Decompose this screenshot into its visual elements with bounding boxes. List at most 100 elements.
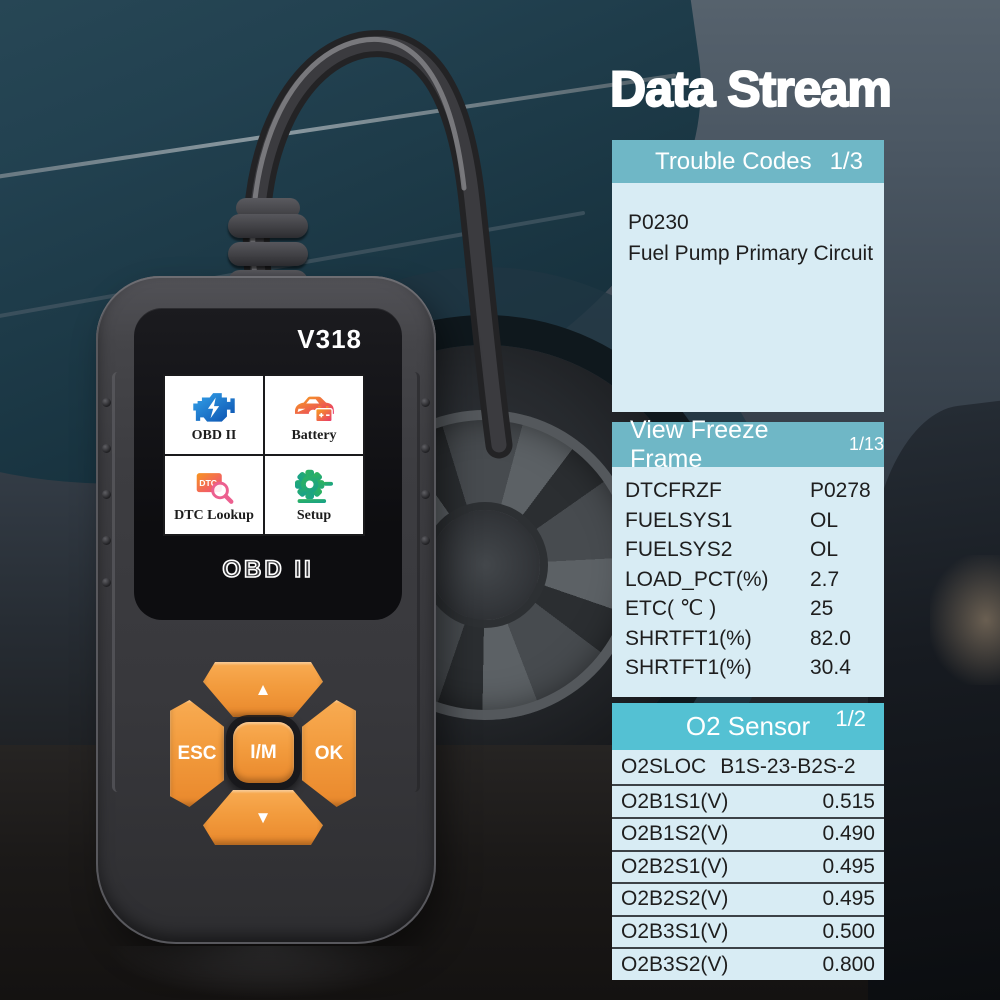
parameter-value: 0.515 bbox=[822, 789, 875, 813]
panel-body: DTCFRZF P0278 FUELSYS1 OL FUELSYS2 OL LO… bbox=[612, 467, 884, 697]
parameter-value: 0.495 bbox=[822, 854, 875, 878]
menu-item-label: Setup bbox=[296, 508, 332, 523]
device-keypad: ▲ ESC I/M OK ▼ bbox=[150, 650, 380, 855]
down-arrow-icon: ▼ bbox=[254, 808, 272, 827]
parameter-value: OL bbox=[810, 508, 839, 532]
parameter-value: B1S-23-B2S-2 bbox=[720, 755, 856, 779]
data-row: O2B2S1(V) 0.495 bbox=[612, 849, 884, 883]
side-bump bbox=[102, 444, 111, 453]
car-wheel-hub bbox=[430, 510, 540, 620]
obd-scanner-device: V318 OBD II bbox=[96, 276, 436, 944]
parameter-value: 0.495 bbox=[822, 887, 875, 911]
parameter-label: LOAD_PCT(%) bbox=[625, 567, 769, 591]
panel-header: Trouble Codes 1/3 bbox=[612, 140, 884, 183]
parameter-value: P0278 bbox=[810, 479, 871, 502]
screen-bezel: V318 OBD II bbox=[134, 308, 402, 620]
side-bump bbox=[102, 398, 111, 407]
data-row: SHRTFT1(%) 30.4 bbox=[612, 653, 884, 683]
data-row: LOAD_PCT(%) 2.7 bbox=[612, 565, 884, 595]
parameter-label: O2SLOC bbox=[621, 755, 707, 779]
gear-icon bbox=[295, 469, 333, 503]
menu-item-label: Battery bbox=[291, 428, 337, 443]
menu-item-label: OBD II bbox=[191, 428, 237, 443]
parameter-value: 82.0 bbox=[810, 626, 851, 650]
obdii-logo: OBD II bbox=[222, 555, 314, 584]
menu-item-setup: Setup bbox=[265, 456, 363, 534]
up-button: ▲ bbox=[203, 662, 323, 717]
parameter-value: 0.500 bbox=[822, 920, 875, 944]
device-reflection bbox=[110, 946, 422, 998]
menu-item-label: DTC Lookup bbox=[174, 508, 254, 523]
parameter-label: O2B3S2(V) bbox=[621, 952, 729, 976]
menu-item-dtc-lookup: DTC DTC Lookup bbox=[165, 456, 263, 534]
side-bump bbox=[102, 490, 111, 499]
device-screen: OBD II Battery bbox=[163, 374, 365, 536]
trouble-codes-panel: Trouble Codes 1/3 P0230 Fuel Pump Primar… bbox=[612, 140, 884, 412]
side-bump bbox=[421, 444, 430, 453]
data-row: ETC( ℃ ) 25 bbox=[612, 594, 884, 624]
parameter-label: SHRTFT1(%) bbox=[625, 656, 752, 679]
sand-patch bbox=[930, 555, 1000, 685]
data-row: FUELSYS2 OL bbox=[612, 535, 884, 565]
parameter-value: 30.4 bbox=[810, 656, 851, 679]
page-indicator: 1/13 bbox=[848, 434, 884, 454]
parameter-label: SHRTFT1(%) bbox=[625, 626, 752, 650]
side-bump bbox=[421, 536, 430, 545]
dtc-description: Fuel Pump Primary Circuit bbox=[628, 242, 874, 265]
menu-item-obdii: OBD II bbox=[165, 376, 263, 454]
right-side-groove bbox=[409, 372, 420, 792]
parameter-label: O2B2S1(V) bbox=[621, 854, 729, 878]
data-row: SHRTFT1(%) 82.0 bbox=[612, 624, 884, 654]
parameter-value: OL bbox=[810, 538, 839, 561]
left-side-groove bbox=[112, 372, 123, 792]
data-row: O2B1S2(V) 0.490 bbox=[612, 816, 884, 850]
panel-title: O2 Sensor bbox=[685, 711, 811, 741]
panel-header: View Freeze Frame 1/13 bbox=[612, 416, 884, 473]
panel-title: Trouble Codes bbox=[655, 147, 812, 175]
parameter-value: 0.800 bbox=[822, 952, 875, 976]
device-model-label: V318 bbox=[297, 324, 362, 354]
parameter-value: 0.490 bbox=[822, 822, 875, 846]
parameter-label: O2B3S1(V) bbox=[621, 920, 729, 944]
parameter-label: O2B1S1(V) bbox=[621, 789, 729, 813]
data-row: O2B2S2(V) 0.495 bbox=[612, 882, 884, 915]
ok-button: OK bbox=[302, 700, 356, 807]
data-row: O2SLOC B1S-23-B2S-2 bbox=[612, 750, 884, 784]
o2-sensor-panel: O2 Sensor 1/2 O2SLOC B1S-23-B2S-2 O2B1S1… bbox=[612, 703, 884, 980]
data-row: DTCFRZF P0278 bbox=[612, 476, 884, 506]
parameter-label: FUELSYS1 bbox=[625, 508, 733, 532]
data-row: O2B1S1(V) 0.515 bbox=[612, 784, 884, 817]
dtc-lookup-icon: DTC bbox=[196, 473, 234, 504]
page-indicator: 1/2 bbox=[835, 706, 866, 731]
freeze-frame-panel: View Freeze Frame 1/13 DTCFRZF P0278 FUE… bbox=[612, 416, 884, 697]
parameter-label: ETC( ℃ ) bbox=[625, 597, 717, 620]
page-indicator: 1/3 bbox=[829, 147, 863, 175]
car-battery-icon bbox=[295, 396, 334, 423]
data-row: O2B3S2(V) 0.800 bbox=[612, 947, 884, 980]
down-button: ▼ bbox=[203, 790, 323, 845]
parameter-value: 2.7 bbox=[810, 567, 840, 591]
dtc-icon-text: DTC bbox=[199, 478, 217, 488]
up-arrow-icon: ▲ bbox=[254, 680, 272, 699]
engine-icon bbox=[193, 393, 235, 422]
panel-body: P0230 Fuel Pump Primary Circuit bbox=[612, 183, 884, 412]
data-row: O2B3S1(V) 0.500 bbox=[612, 914, 884, 948]
panel-title: View Freeze Frame bbox=[630, 415, 769, 473]
parameter-label: O2B2S2(V) bbox=[621, 887, 729, 911]
panel-body: O2SLOC B1S-23-B2S-2 O2B1S1(V) 0.515 O2B1… bbox=[612, 750, 884, 980]
parameter-value: 25 bbox=[810, 597, 834, 620]
menu-item-battery: Battery bbox=[265, 376, 363, 454]
dtc-code: P0230 bbox=[628, 211, 689, 234]
side-bump bbox=[102, 536, 111, 545]
parameter-label: FUELSYS2 bbox=[625, 538, 733, 561]
parameter-label: DTCFRZF bbox=[625, 479, 722, 502]
esc-button: ESC bbox=[170, 700, 224, 807]
page-title: Data Stream bbox=[609, 60, 893, 118]
side-bump bbox=[421, 490, 430, 499]
panel-header: O2 Sensor 1/2 bbox=[612, 703, 884, 750]
car-front-right bbox=[868, 399, 1000, 1000]
side-bump bbox=[421, 398, 430, 407]
side-bump bbox=[102, 578, 111, 587]
im-button: I/M bbox=[233, 722, 294, 783]
